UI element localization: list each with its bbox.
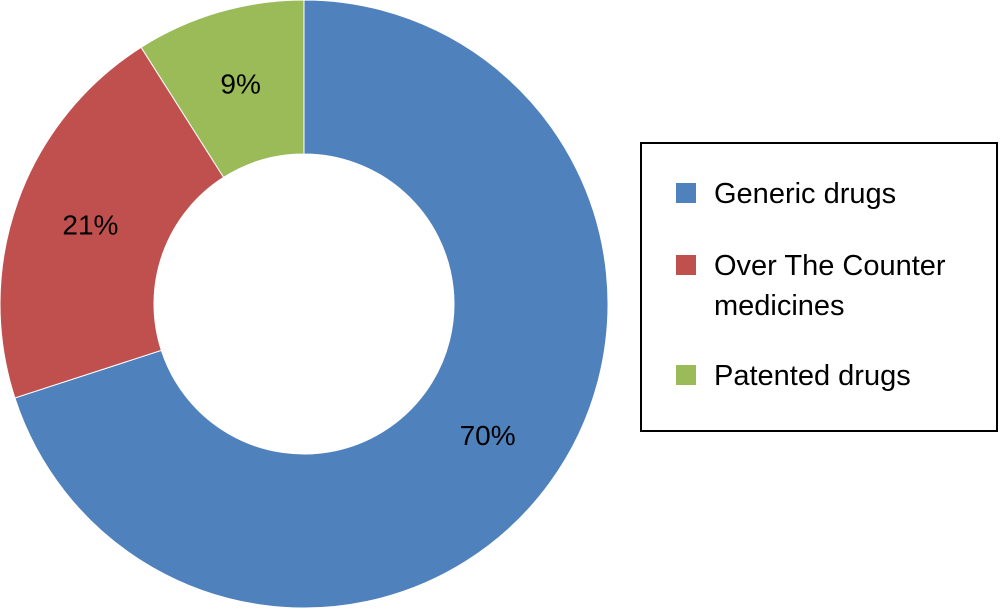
donut-slice — [140, 0, 305, 179]
legend-item: Over The Counter medicines — [676, 246, 986, 326]
legend-item: Generic drugs — [676, 174, 986, 214]
legend-item: Patented drugs — [676, 356, 986, 396]
legend: Generic drugs Over The Counter medicines P… — [640, 142, 998, 432]
legend-swatch — [676, 365, 696, 385]
legend-swatch — [676, 183, 696, 203]
donut-slice — [14, 0, 609, 609]
legend-swatch — [676, 255, 696, 275]
data-label: 9% — [220, 68, 260, 99]
data-label: 21% — [62, 209, 118, 240]
donut-plot: 70% 21% 9% — [0, 0, 609, 609]
legend-label: Over The Counter medicines — [714, 250, 946, 322]
donut-slice — [0, 46, 225, 399]
legend-label: Patented drugs — [714, 360, 911, 392]
data-label: 70% — [460, 420, 516, 451]
legend-label: Generic drugs — [714, 178, 897, 210]
